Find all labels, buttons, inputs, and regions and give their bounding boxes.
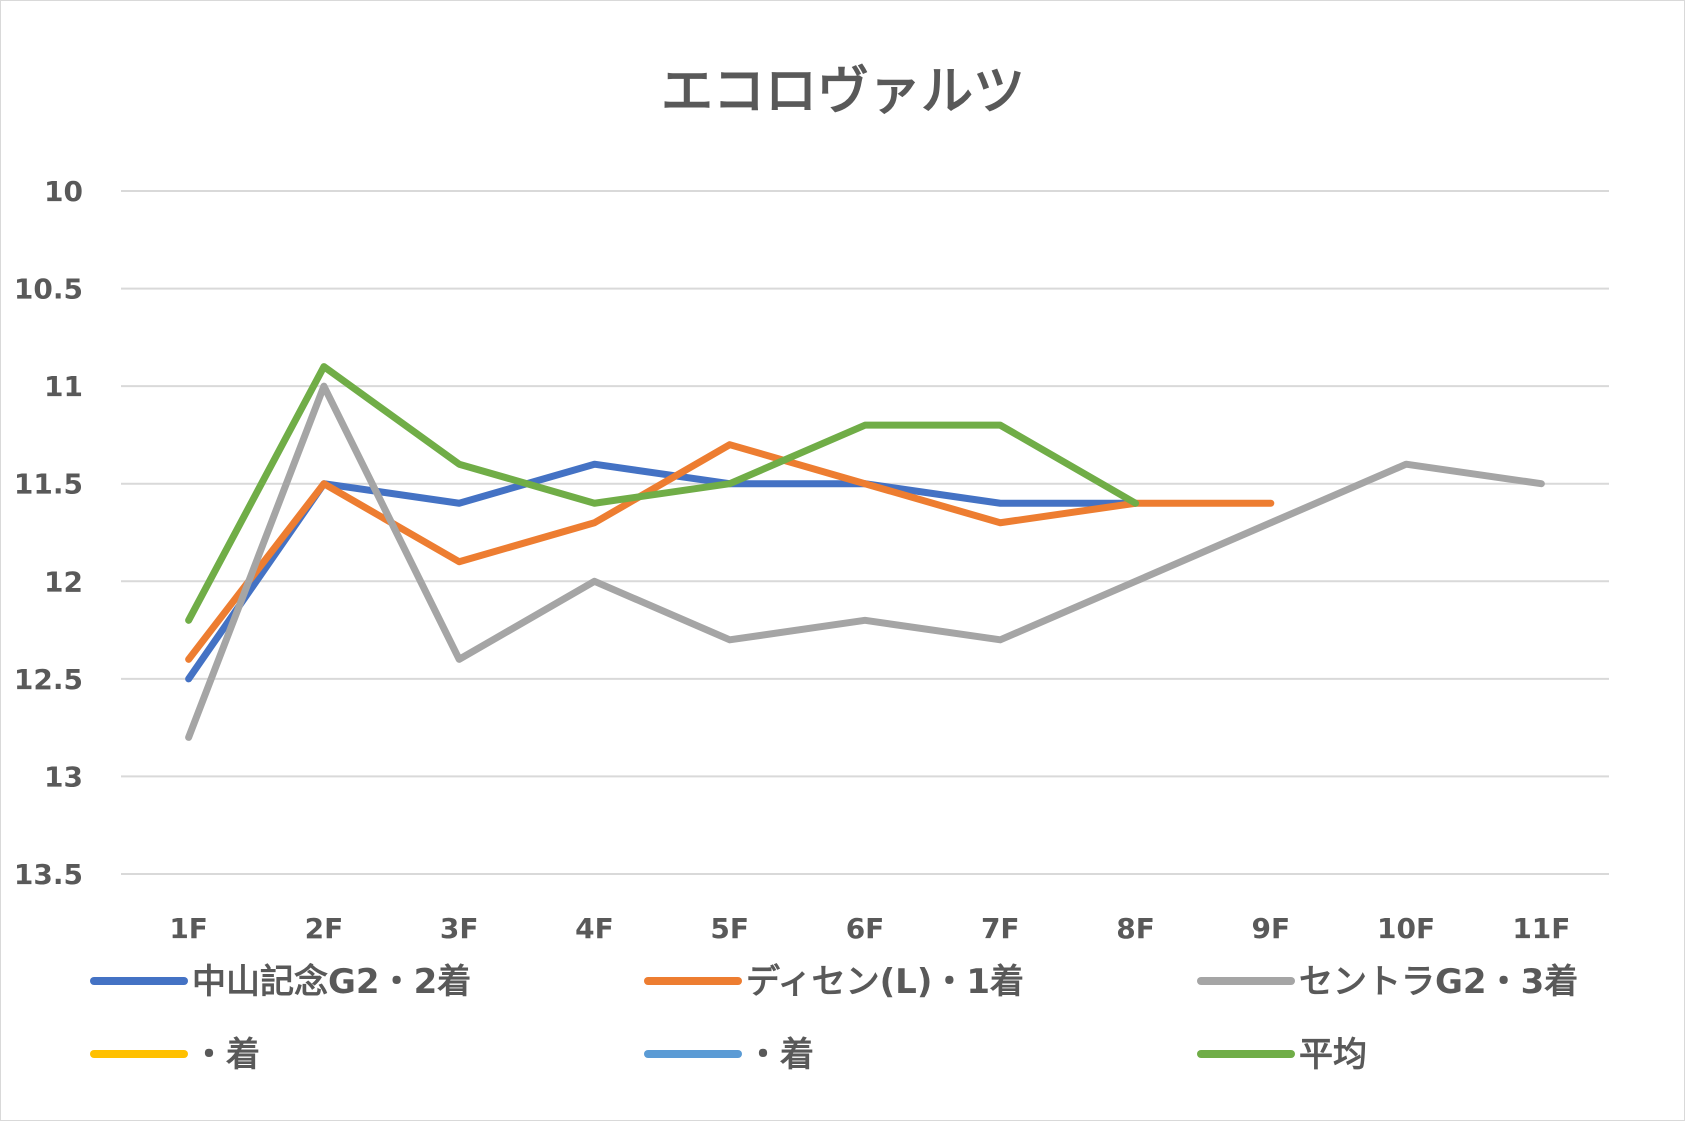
legend-item-0: 中山記念G2・2着 bbox=[90, 962, 471, 1002]
x-tick-label: 1F bbox=[169, 912, 208, 945]
x-tick-label: 6F bbox=[846, 912, 885, 945]
y-tick-label: 13.5 bbox=[14, 858, 83, 891]
legend-item-3: ・着 bbox=[90, 1035, 260, 1075]
legend-label: 平均 bbox=[1299, 1035, 1367, 1075]
legend-label: ディセン(L)・1着 bbox=[746, 962, 1024, 1002]
x-tick-label: 10F bbox=[1377, 912, 1435, 945]
legend-item-4: ・着 bbox=[644, 1035, 814, 1075]
x-tick-label: 11F bbox=[1512, 912, 1570, 945]
gridlines bbox=[121, 190, 1609, 875]
x-tick-label: 9F bbox=[1252, 912, 1291, 945]
legend-item-1: ディセン(L)・1着 bbox=[644, 962, 1024, 1002]
x-tick-label: 3F bbox=[440, 912, 479, 945]
x-tick-label: 8F bbox=[1116, 912, 1155, 945]
legend-item-2: セントラG2・3着 bbox=[1197, 962, 1578, 1002]
x-tick-label: 5F bbox=[710, 912, 749, 945]
y-tick-label: 10 bbox=[44, 175, 83, 208]
legend-label: ・着 bbox=[192, 1035, 260, 1075]
series-line-2 bbox=[185, 382, 1545, 741]
y-tick-label: 12.5 bbox=[14, 663, 83, 696]
series-line-0 bbox=[185, 460, 1140, 683]
y-tick-label: 13 bbox=[44, 760, 83, 793]
series-line-5 bbox=[185, 363, 1140, 624]
series-lines bbox=[185, 363, 1545, 741]
chart-title: エコロヴァルツ bbox=[661, 62, 1025, 122]
x-axis-ticks: 1F 2F 3F 4F 5F 6F 7F 8F 9F 10F 11F bbox=[169, 912, 1570, 945]
legend: 中山記念G2・2着 ディセン(L)・1着 セントラG2・3着・着 ・着 平均 bbox=[90, 962, 1578, 1075]
legend-label: セントラG2・3着 bbox=[1299, 962, 1578, 1002]
y-tick-label: 10.5 bbox=[14, 273, 83, 306]
legend-label: ・着 bbox=[746, 1035, 814, 1075]
legend-item-5: 平均 bbox=[1197, 1035, 1367, 1075]
series-line-1 bbox=[185, 441, 1275, 663]
y-tick-label: 11.5 bbox=[14, 468, 83, 501]
x-tick-label: 7F bbox=[981, 912, 1020, 945]
x-tick-label: 2F bbox=[305, 912, 344, 945]
legend-label: 中山記念G2・2着 bbox=[192, 962, 471, 1002]
y-axis-ticks: 10 10.5 11 11.5 12 12.5 13 13.5 bbox=[14, 175, 83, 891]
x-tick-label: 4F bbox=[575, 912, 614, 945]
y-tick-label: 12 bbox=[44, 565, 83, 598]
y-tick-label: 11 bbox=[44, 370, 83, 403]
